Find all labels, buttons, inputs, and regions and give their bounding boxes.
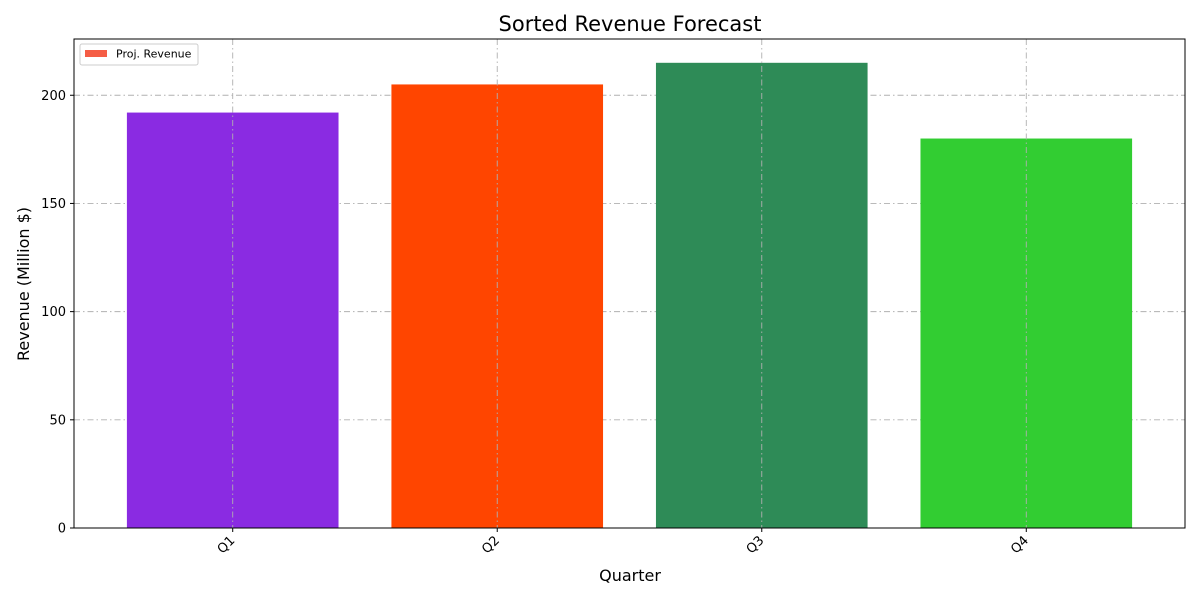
bars (126, 39, 1133, 529)
y-tick-label: 100 (41, 305, 66, 320)
chart-title: Sorted Revenue Forecast (499, 12, 762, 36)
legend-label: Proj. Revenue (116, 48, 192, 61)
y-tick-label: 150 (41, 197, 66, 212)
y-tick-label: 200 (41, 89, 66, 104)
y-tick-label: 0 (58, 522, 66, 537)
legend-box (79, 43, 199, 66)
bar-q3 (655, 62, 868, 529)
x-tick-label-q4: Q4 (1008, 533, 1032, 557)
legend: Proj. Revenue (79, 43, 199, 66)
y-axis-ticks: 0 50 100 150 200 (41, 89, 74, 537)
y-axis-label: Revenue (Million $) (14, 207, 33, 361)
x-tick-label-q1: Q1 (215, 533, 239, 557)
x-axis-label: Quarter (599, 566, 661, 585)
y-tick-label: 50 (49, 413, 66, 428)
legend-swatch (85, 50, 107, 57)
plot-area-frame (73, 38, 1186, 529)
x-axis-ticks: Q1 Q2 Q3 Q4 (215, 528, 1032, 557)
x-tick-label-q2: Q2 (479, 533, 503, 557)
x-tick-label-q3: Q3 (744, 533, 768, 557)
